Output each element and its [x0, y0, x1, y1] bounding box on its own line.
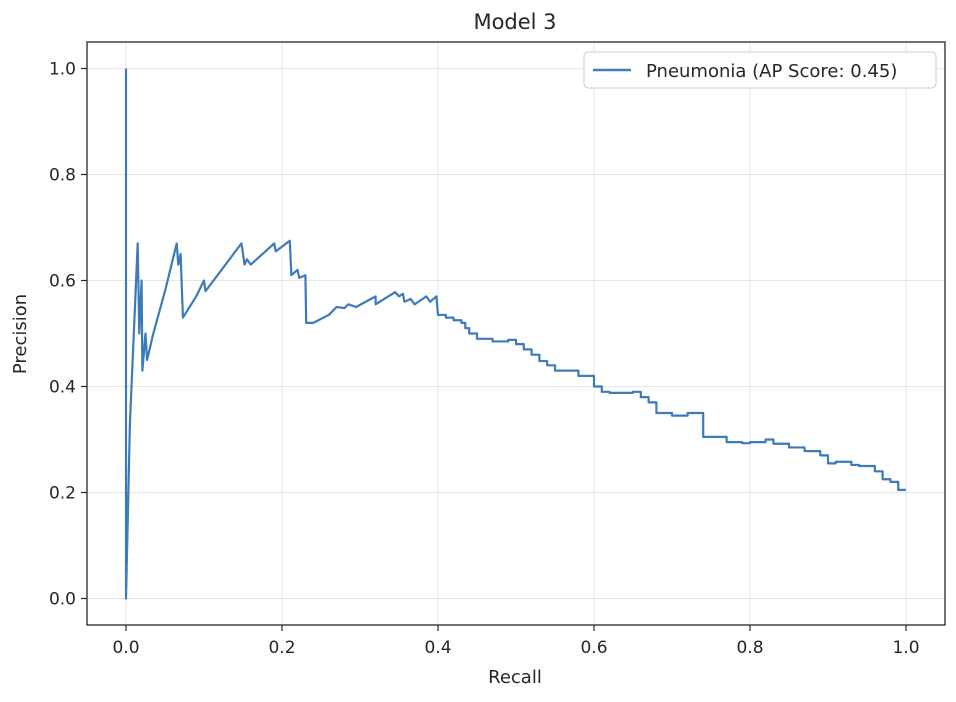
legend: Pneumonia (AP Score: 0.45) — [583, 51, 937, 89]
y-tick-label: 1.0 — [49, 60, 76, 80]
gridlines — [87, 42, 945, 625]
x-tick-label: 1.0 — [892, 638, 919, 658]
legend-label: Pneumonia (AP Score: 0.45) — [646, 61, 897, 82]
plot-frame — [86, 41, 946, 626]
y-tick-label: 0.6 — [49, 272, 76, 292]
plot-frame-fill — [87, 42, 945, 625]
x-tick-label: 0.8 — [736, 638, 763, 658]
plot-area — [86, 41, 946, 626]
y-tick-label: 0.8 — [49, 166, 76, 186]
x-axis-ticks: 0.0 0.2 0.4 0.6 0.8 1.0 — [112, 625, 920, 658]
y-axis-ticks: 0.0 0.2 0.4 0.6 0.8 1.0 — [49, 60, 87, 610]
y-tick-label: 0.4 — [49, 378, 76, 398]
legend-box — [583, 51, 937, 89]
x-tick-label: 0.0 — [112, 638, 139, 658]
y-tick-label: 0.2 — [49, 484, 76, 504]
x-tick-label: 0.6 — [580, 638, 607, 658]
y-tick-label: 0.0 — [49, 590, 76, 610]
x-tick-label: 0.4 — [424, 638, 451, 658]
y-axis-title: Precision — [10, 294, 31, 374]
x-axis-title: Recall — [488, 667, 542, 688]
series-layer — [124, 68, 906, 600]
series-line — [124, 68, 906, 600]
x-tick-label: 0.2 — [268, 638, 295, 658]
chart-title: Model 3 — [473, 10, 556, 34]
